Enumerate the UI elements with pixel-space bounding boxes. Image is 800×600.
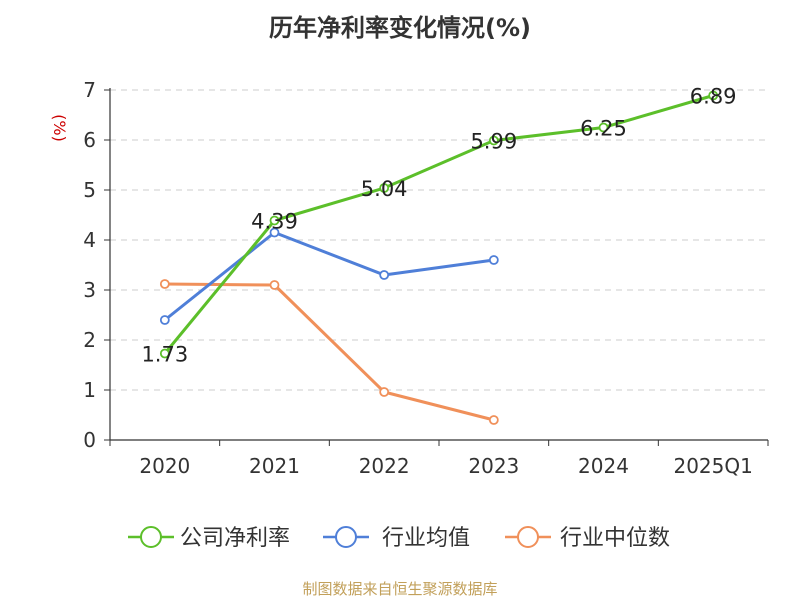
data-label: 1.73 [141,343,188,367]
series-line [163,231,495,322]
series-0 [159,90,719,359]
data-point [708,90,719,101]
y-tick-label: 1 [83,378,96,402]
series-line [163,94,714,355]
data-point [269,280,280,290]
data-label: 6.25 [580,117,627,141]
data-point [159,279,170,289]
data-point [269,227,280,238]
x-tick-label: 2023 [468,454,519,478]
y-tick-label: 5 [83,178,96,202]
data-point [379,183,390,193]
data-label: 5.04 [361,177,408,201]
x-tick-label: 2020 [139,454,190,478]
x-tick-label: 2022 [359,454,410,478]
data-point [269,215,280,226]
legend-label: 行业均值 [382,526,470,551]
legend-item: 行业均值 [323,526,470,551]
series-line [164,282,495,422]
data-point [488,255,499,265]
x-tick-label: 2021 [249,454,300,478]
data-label: 4.39 [251,210,298,234]
data-point [598,122,609,133]
y-tick-label: 0 [83,428,96,452]
legend-item: 公司净利率 [128,526,290,551]
data-source-note: 制图数据来自恒生聚源数据库 [302,580,498,598]
y-axis-label: (%) [50,114,69,142]
data-label: 6.89 [690,85,737,109]
legend-item: 行业中位数 [505,526,670,551]
chart-title: 历年净利率变化情况(%) [269,14,531,42]
data-point [379,387,390,397]
y-tick-label: 4 [83,228,96,252]
y-tick-label: 6 [83,128,96,152]
legend-label: 公司净利率 [180,526,290,551]
data-point [159,315,170,325]
data-point [488,415,499,425]
legend-marker [335,526,357,548]
legend-marker [140,526,162,548]
x-tick-label: 2024 [578,454,629,478]
legend-marker [517,526,539,548]
y-tick-label: 7 [83,78,96,102]
y-tick-label: 2 [83,328,96,352]
data-point [159,348,170,359]
y-tick-label: 3 [83,278,96,302]
data-point [488,135,499,146]
data-point [379,270,390,280]
x-tick-label: 2025Q1 [673,454,752,478]
series-2 [159,279,499,425]
data-label: 5.99 [470,130,517,154]
legend-label: 行业中位数 [560,526,670,551]
series-1 [159,227,499,325]
